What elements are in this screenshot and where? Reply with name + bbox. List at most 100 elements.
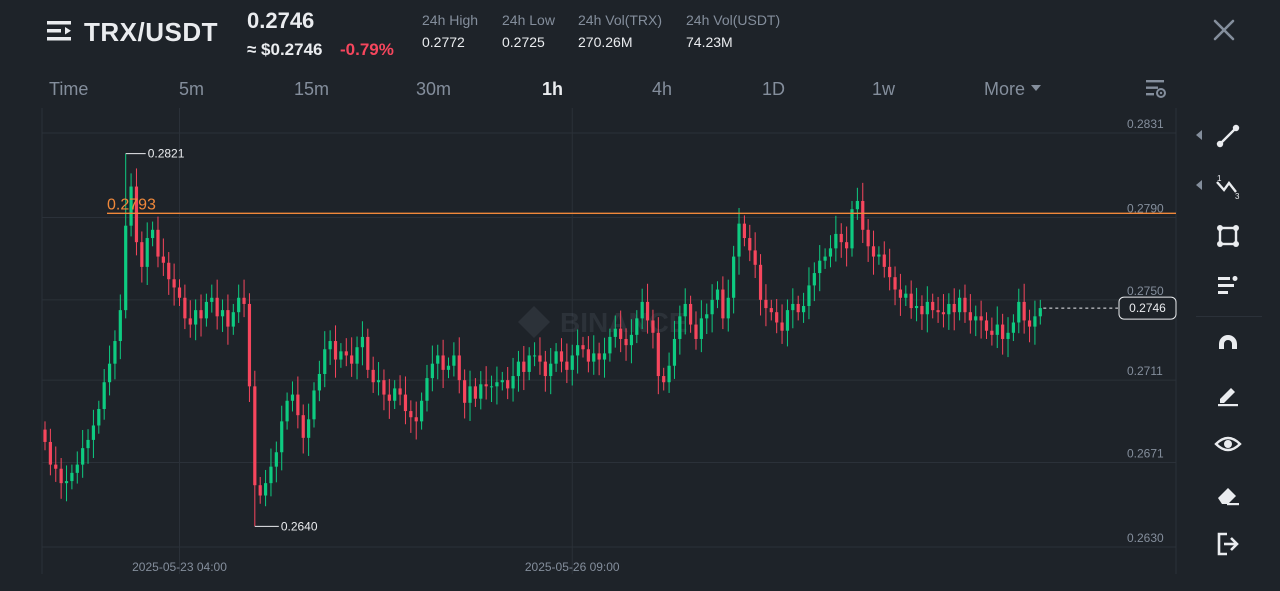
candle (963, 297, 967, 313)
candle (344, 351, 348, 356)
candle (48, 441, 52, 465)
chart-settings-icon[interactable] (1144, 78, 1168, 100)
expand-arrow-icon[interactable] (1196, 130, 1202, 140)
pair-title[interactable]: TRX/USDT (84, 17, 218, 47)
candle (64, 481, 69, 484)
candle (532, 355, 537, 357)
expand-arrow-icon[interactable] (1196, 180, 1202, 190)
candle (360, 336, 365, 348)
candle (812, 273, 816, 286)
candle (420, 400, 424, 422)
magnet-icon[interactable] (1212, 328, 1244, 360)
tab-15m[interactable]: 15m (294, 79, 330, 99)
y-tick-label: 0.2831 (1127, 117, 1164, 131)
candle (845, 242, 849, 249)
candle (850, 209, 854, 249)
candle (629, 334, 634, 346)
candle (167, 262, 171, 280)
candle (124, 225, 128, 311)
candle (645, 301, 650, 321)
candle (317, 373, 321, 391)
low-marker-label: 0.2640 (281, 519, 318, 533)
stat-24h-vol-trx: 24h Vol(TRX) 270.26M (578, 12, 662, 50)
eraser-icon[interactable] (1212, 478, 1244, 510)
candle (914, 306, 919, 309)
candle (339, 351, 343, 360)
candle (382, 380, 386, 395)
candle (791, 303, 795, 311)
y-tick-label: 0.2711 (1127, 364, 1163, 378)
candle (968, 312, 972, 321)
trend-line-icon[interactable] (1212, 120, 1244, 152)
pencil-icon[interactable] (1212, 378, 1244, 410)
stat-24h-high: 24h High 0.2772 (422, 12, 478, 50)
candle (904, 293, 908, 298)
candle (893, 277, 897, 290)
candle (764, 299, 768, 309)
candle (274, 452, 278, 467)
candle (473, 386, 477, 399)
candle (506, 380, 510, 389)
candle (834, 233, 838, 249)
candle (59, 468, 63, 484)
candle (592, 353, 596, 362)
candle (699, 318, 703, 339)
candle (242, 297, 246, 304)
candle (871, 246, 876, 257)
candle (667, 365, 671, 383)
candle (1011, 322, 1015, 333)
watermark-text: BINANCE (560, 307, 688, 338)
candle (758, 264, 763, 300)
candle (608, 336, 612, 354)
tab-time[interactable]: Time (49, 79, 89, 99)
candle (414, 417, 418, 422)
candle (898, 289, 903, 298)
candle (785, 310, 790, 331)
tab-30m[interactable]: 30m (416, 79, 452, 99)
candle (301, 415, 305, 438)
candle (393, 388, 397, 401)
menu-icon[interactable] (46, 18, 74, 44)
candle (694, 324, 698, 339)
tab-4h[interactable]: 4h (652, 79, 673, 99)
candle (581, 345, 585, 350)
tab-1h[interactable]: 1h (542, 79, 564, 99)
caret-down-icon (1031, 85, 1042, 92)
candle (925, 301, 929, 315)
svg-text:1: 1 (1217, 174, 1222, 183)
candle (409, 411, 413, 418)
last-price: 0.2746 (247, 8, 315, 33)
candle (107, 363, 112, 383)
candle (307, 419, 311, 438)
y-tick-label: 0.2750 (1127, 284, 1164, 298)
candle (54, 464, 58, 469)
text-note-icon[interactable] (1212, 270, 1244, 302)
rectangle-icon[interactable] (1212, 220, 1244, 252)
candle (102, 382, 106, 409)
candle (888, 266, 892, 278)
candle (355, 347, 359, 364)
x-tick-label: 2025-05-26 09:00 (525, 560, 620, 574)
stat-label: 24h Vol(TRX) (578, 12, 663, 28)
candle (936, 310, 940, 313)
tab-more[interactable]: More (984, 79, 1042, 100)
tab-5m[interactable]: 5m (179, 79, 205, 99)
tab-1w[interactable]: 1w (872, 79, 896, 99)
candle (855, 200, 859, 210)
close-icon[interactable] (1212, 18, 1236, 42)
eye-icon[interactable] (1212, 428, 1244, 460)
candle (463, 380, 467, 403)
candlestick-chart[interactable]: 0.2831 0.2790 0.2750 0.2711 0.2671 0.2630 2025… (0, 104, 1190, 578)
exit-icon[interactable] (1212, 528, 1244, 560)
tab-1d[interactable]: 1D (762, 79, 786, 99)
candle (672, 338, 677, 366)
stat-value: 0.2772 (422, 34, 465, 50)
candle (129, 186, 133, 226)
candle (823, 256, 827, 261)
candle (253, 386, 257, 486)
candle (984, 320, 989, 331)
candle (979, 316, 983, 321)
candle (97, 409, 101, 426)
candle (570, 355, 574, 370)
